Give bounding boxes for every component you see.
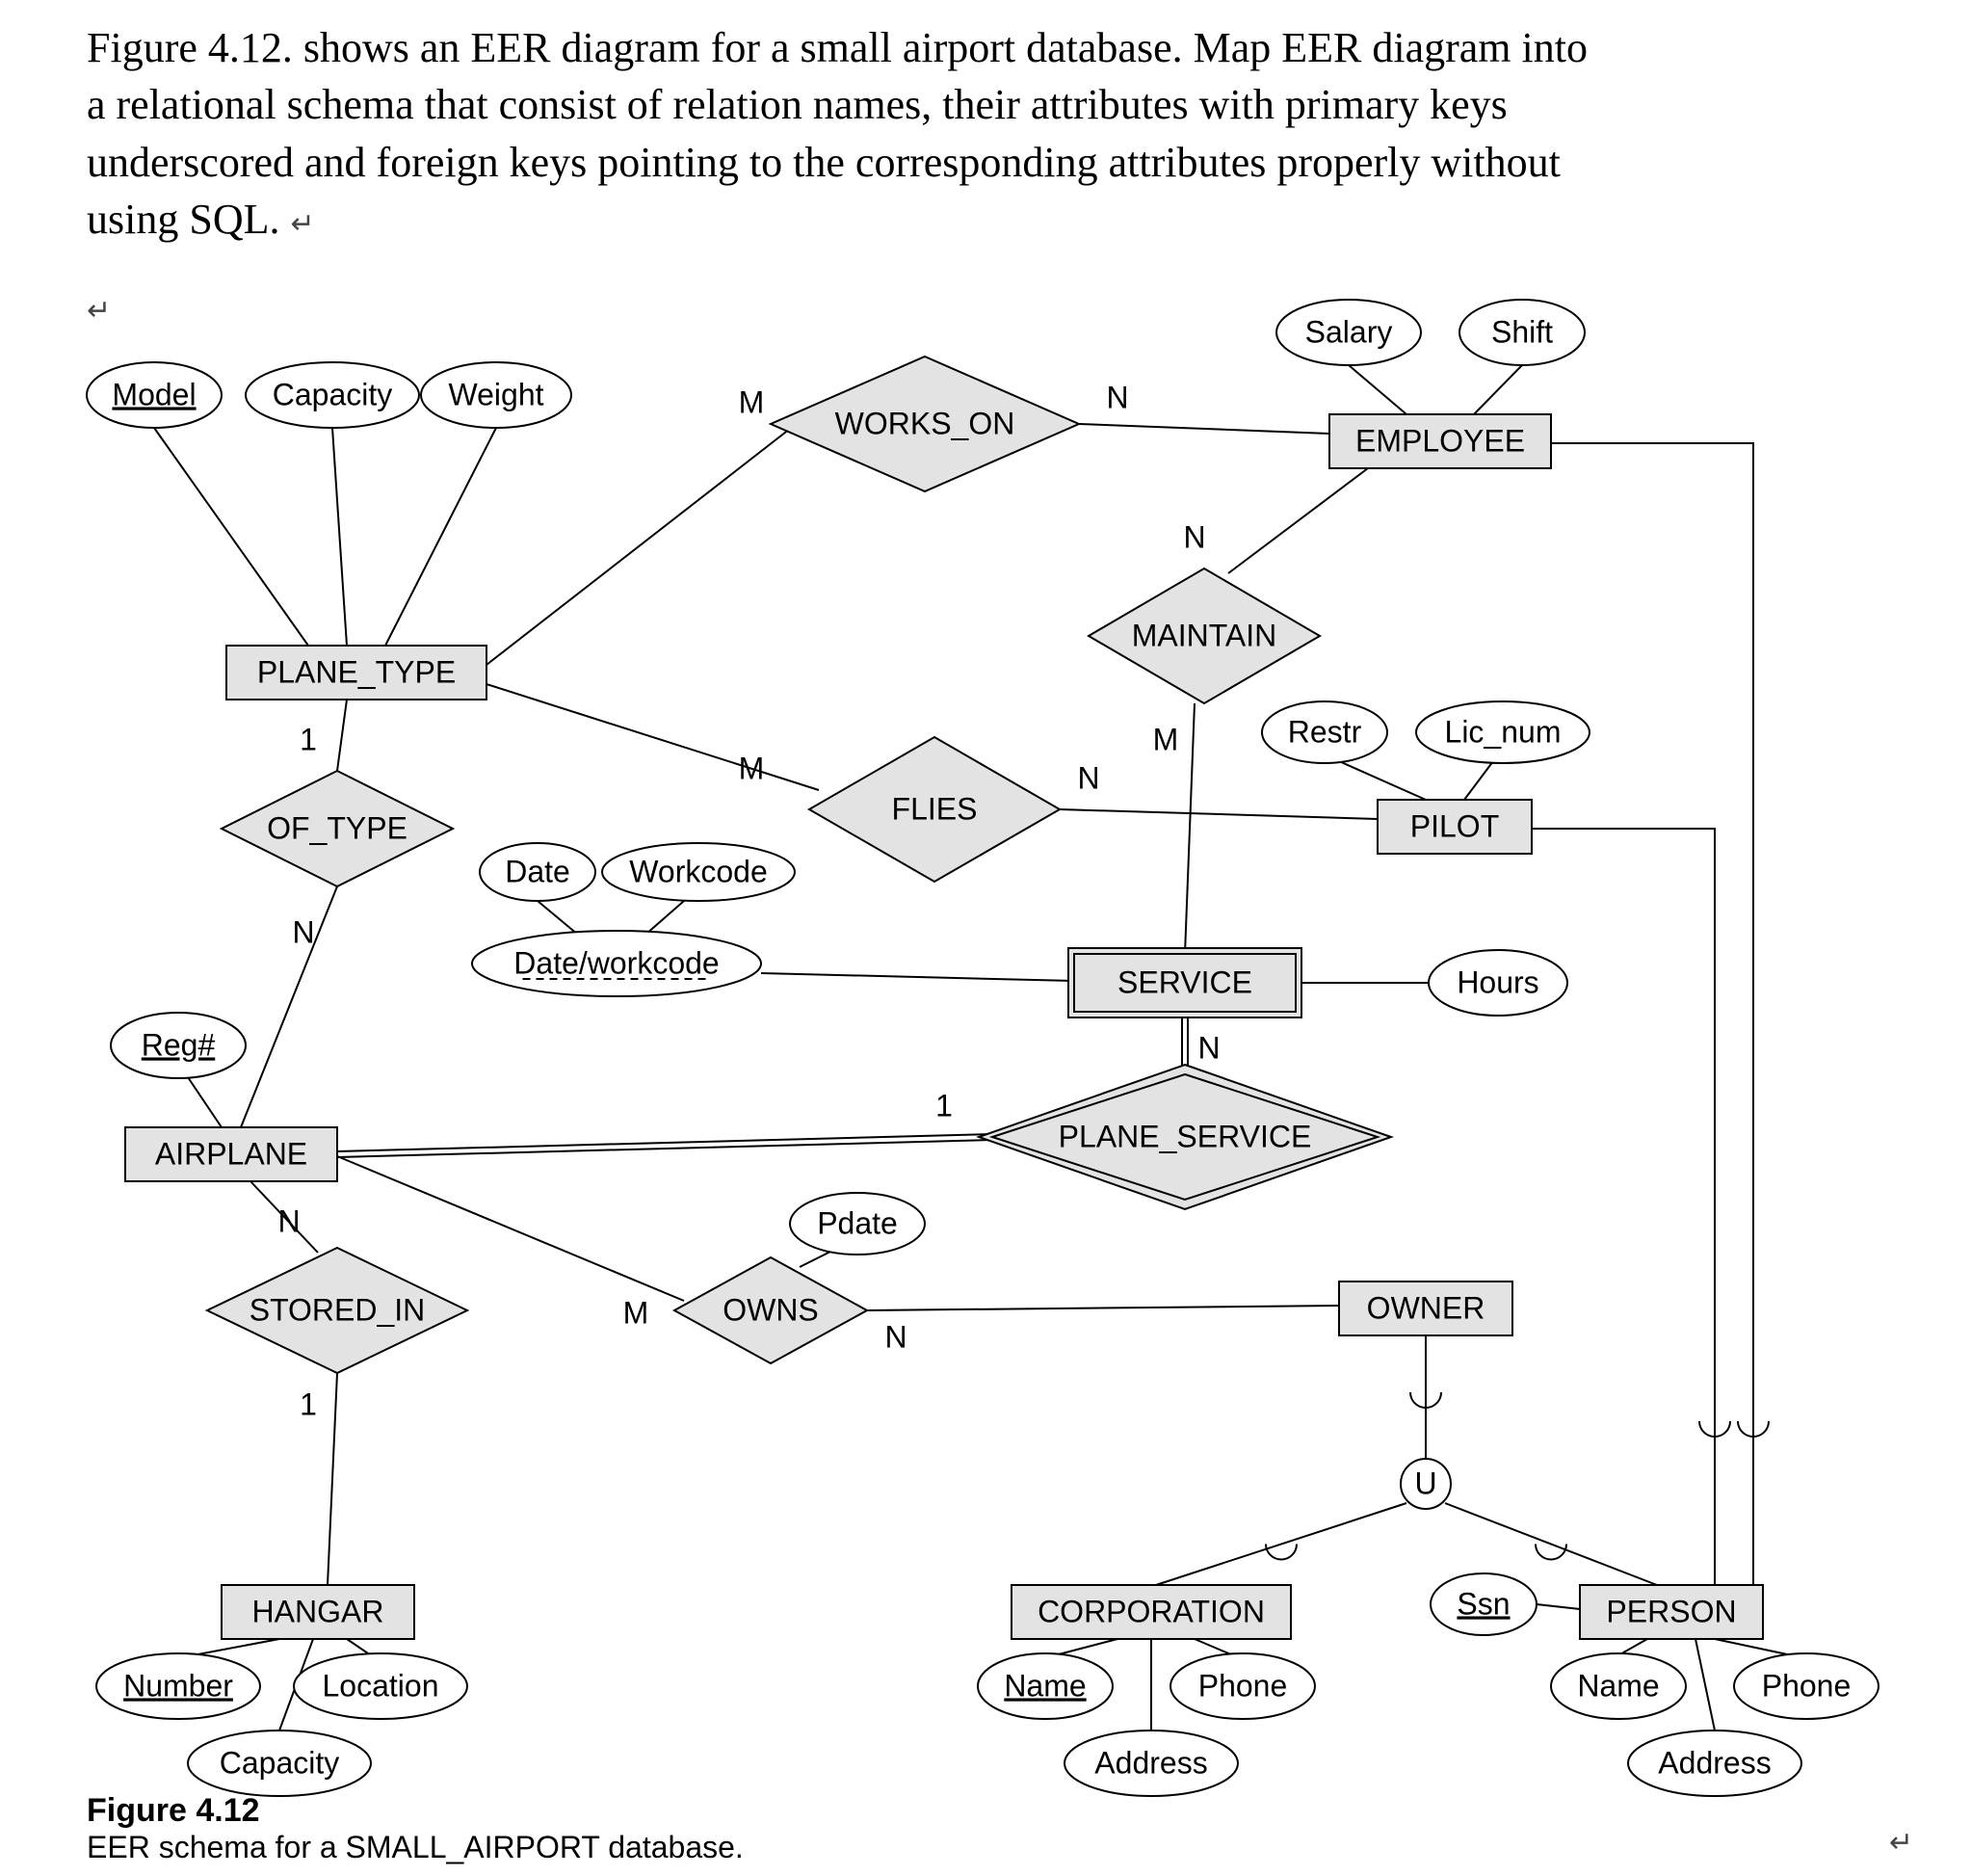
svg-text:Workcode: Workcode [629,854,767,888]
entity-label-person: PERSON [1606,1594,1736,1628]
q-line-2: a relational schema that consist of rela… [87,81,1508,128]
svg-text:Name: Name [1004,1668,1086,1703]
svg-text:WORKS_ON: WORKS_ON [835,406,1015,440]
entity-label-pilot: PILOT [1410,808,1499,843]
entity-label-plane_type: PLANE_TYPE [257,654,456,689]
svg-text:N: N [884,1319,907,1354]
svg-text:Salary: Salary [1305,314,1393,349]
entity-label-owner: OWNER [1367,1290,1485,1325]
svg-text:Capacity: Capacity [220,1745,340,1780]
svg-text:N: N [1183,519,1205,554]
svg-text:Shift: Shift [1491,314,1553,349]
svg-text:1: 1 [935,1088,953,1123]
svg-text:1: 1 [300,1387,317,1421]
svg-text:Pdate: Pdate [817,1205,898,1240]
svg-text:OWNS: OWNS [723,1292,819,1327]
svg-text:Date/workcode: Date/workcode [513,945,719,980]
svg-text:N: N [1077,760,1099,795]
svg-text:OF_TYPE: OF_TYPE [267,810,407,845]
svg-text:Hours: Hours [1457,964,1538,999]
svg-text:M: M [739,751,765,785]
entity-label-airplane: AIRPLANE [155,1136,307,1171]
svg-text:STORED_IN: STORED_IN [250,1292,426,1327]
entity-label-corporation: CORPORATION [1038,1594,1265,1628]
svg-text:Number: Number [123,1668,233,1703]
caption-subtitle: EER schema for a SMALL_AIRPORT database. [87,1830,744,1865]
entity-label-employee: EMPLOYEE [1355,423,1525,458]
svg-text:Ssn: Ssn [1457,1586,1510,1621]
svg-text:M: M [739,384,765,419]
entity-label-service: SERVICE [1117,964,1252,999]
svg-text:Name: Name [1577,1668,1659,1703]
svg-text:M: M [1153,722,1179,756]
entity-label-hangar: HANGAR [252,1594,384,1628]
return-glyph-1: ↵ [290,208,314,240]
svg-text:N: N [292,914,314,949]
svg-text:Weight: Weight [448,377,543,411]
svg-text:Capacity: Capacity [273,377,393,411]
svg-text:Model: Model [112,377,196,411]
svg-text:Lic_num: Lic_num [1445,714,1562,749]
svg-text:Date: Date [505,854,570,888]
eer-diagram: M N N M 1 N M N 1 N N 1 M N PLANE_TYPE EMPLOYEE PILOT AIR… [58,318,1913,1783]
svg-text:Location: Location [323,1668,439,1703]
svg-text:N: N [1106,380,1128,414]
svg-text:M: M [623,1295,649,1330]
svg-text:N: N [277,1203,300,1238]
caption-title: Figure 4.12 [87,1792,744,1830]
svg-text:Address: Address [1658,1745,1771,1780]
question-text: Figure 4.12. shows an EER diagram for a … [87,19,1879,334]
svg-text:MAINTAIN: MAINTAIN [1132,618,1277,652]
svg-text:Restr: Restr [1288,714,1362,749]
svg-text:Phone: Phone [1198,1668,1288,1703]
return-glyph-3: ↵ [1889,1826,1913,1860]
q-line-1: Figure 4.12. shows an EER diagram for a … [87,24,1588,71]
svg-text:1: 1 [300,722,317,756]
svg-text:Address: Address [1094,1745,1207,1780]
q-line-3: underscored and foreign keys pointing to… [87,139,1561,186]
svg-text:N: N [1197,1030,1220,1065]
q-line-4: using SQL. [87,196,279,243]
svg-text:PLANE_SERVICE: PLANE_SERVICE [1059,1119,1312,1153]
svg-text:U: U [1414,1466,1436,1500]
svg-text:Phone: Phone [1762,1668,1852,1703]
svg-text:FLIES: FLIES [892,791,978,826]
svg-text:Reg#: Reg# [142,1027,216,1062]
figure-caption: Figure 4.12 EER schema for a SMALL_AIRPO… [87,1792,744,1865]
